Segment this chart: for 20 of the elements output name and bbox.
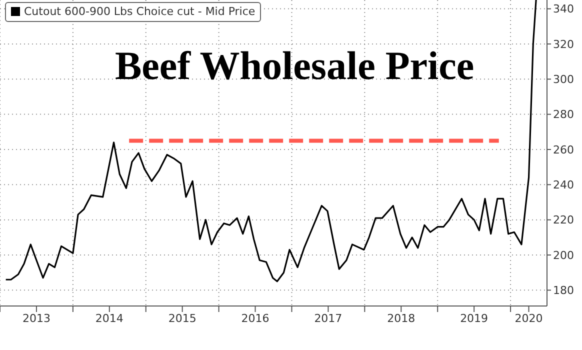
x-tick-label: 2016 xyxy=(241,312,270,325)
x-tick-label: 2015 xyxy=(168,312,196,325)
y-tick-label: 260 xyxy=(553,143,574,156)
y-tick-label: 180 xyxy=(553,284,574,298)
x-tick-label: 2020 xyxy=(514,312,543,325)
y-tick-label: 340 xyxy=(553,2,574,16)
y-tick-label: 300 xyxy=(553,73,574,86)
x-tick-label: 2013 xyxy=(22,312,50,325)
text: Beef Wholesale Price xyxy=(115,42,474,89)
x-tick-label: 2014 xyxy=(95,312,124,325)
line-series xyxy=(5,0,537,282)
y-tick-label: 320 xyxy=(553,38,574,51)
x-tick-label: 2019 xyxy=(460,312,488,325)
y-tick-label: 240 xyxy=(553,178,574,192)
y-tick-label: 220 xyxy=(553,214,574,227)
x-tick-label: 2017 xyxy=(314,312,342,325)
y-tick-label: 280 xyxy=(553,108,574,122)
x-tick-label: 2018 xyxy=(387,312,416,325)
y-tick-label: 200 xyxy=(553,248,574,262)
legend-label: Cutout 600-900 Lbs Choice cut - Mid Price xyxy=(23,5,256,18)
